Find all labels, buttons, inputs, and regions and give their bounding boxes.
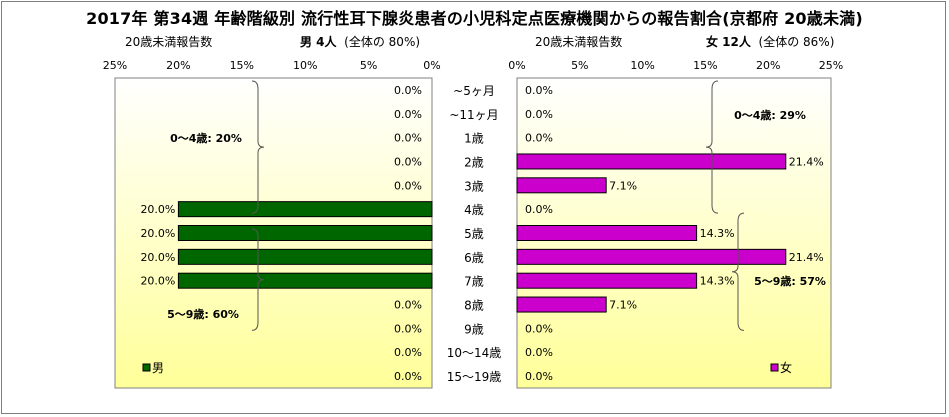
male-value-label: 0.0%	[394, 346, 422, 359]
male-value-label: 0.0%	[394, 155, 422, 168]
female-value-label: 0.0%	[525, 370, 553, 383]
female-value-label: 14.3%	[700, 275, 735, 288]
male-legend-label: 男	[152, 361, 164, 375]
male-value-label: 0.0%	[394, 322, 422, 335]
male-x-tick-label: 15%	[230, 59, 254, 72]
female-x-tick-label: 20%	[756, 59, 780, 72]
female-value-label: 0.0%	[525, 108, 553, 121]
female-value-label: 0.0%	[525, 84, 553, 97]
female-bracket-5-9	[731, 212, 745, 331]
female-value-label: 0.0%	[525, 132, 553, 145]
female-bar	[516, 177, 607, 194]
age-category-label: 2歳	[464, 155, 484, 169]
female-legend-label: 女	[780, 360, 792, 375]
female-header: 女 12人 (全体の 86%)	[706, 33, 834, 50]
male-value-label: 20.0%	[140, 227, 175, 240]
male-bar	[177, 248, 433, 265]
age-category-label: 4歳	[464, 203, 484, 217]
female-bar	[516, 296, 607, 313]
male-value-label: 0.0%	[394, 132, 422, 145]
female-x-tick-label: 0%	[508, 59, 525, 72]
male-x-tick-label: 0%	[423, 59, 440, 72]
female-axis-caption: 20歳未満報告数	[535, 35, 623, 49]
age-category-label: ~5ヶ月	[453, 84, 495, 98]
female-value-label: 0.0%	[525, 346, 553, 359]
female-bracket-label: 0～4歳: 29%	[734, 108, 806, 122]
female-value-label: 7.1%	[609, 179, 637, 192]
age-category-label: 5歳	[464, 227, 484, 241]
female-legend-swatch	[770, 363, 779, 372]
male-header: 男 4人 (全体の 80%)	[300, 33, 420, 50]
age-category-label: 3歳	[464, 179, 484, 193]
female-value-label: 21.4%	[789, 155, 824, 168]
female-bar	[516, 153, 787, 170]
male-bar	[177, 225, 433, 241]
age-category-label: 9歳	[464, 322, 484, 336]
male-value-label: 20.0%	[140, 251, 175, 264]
male-x-tick-label: 10%	[293, 59, 317, 72]
male-value-label: 0.0%	[394, 108, 422, 121]
male-bracket-0-4	[251, 80, 265, 214]
female-bracket-label: 5～9歳: 57%	[754, 274, 826, 288]
male-bar	[177, 201, 433, 218]
female-bracket-0-4	[705, 80, 719, 214]
male-share-label: (全体の 80%)	[344, 35, 421, 49]
male-bracket-label: 5～9歳: 60%	[167, 307, 239, 321]
female-count-label: 女 12人	[706, 35, 751, 49]
female-x-tick-label: 5%	[571, 59, 588, 72]
female-value-label: 0.0%	[525, 203, 553, 216]
female-x-tick-label: 15%	[693, 59, 717, 72]
age-category-label: 15～19歳	[447, 370, 502, 384]
male-x-tick-label: 5%	[360, 59, 377, 72]
male-bracket-5-9	[251, 228, 265, 331]
female-value-label: 7.1%	[609, 299, 637, 312]
female-bar	[516, 225, 698, 241]
male-count-label: 男 4人	[300, 35, 337, 49]
female-value-label: 14.3%	[700, 227, 735, 240]
male-value-label: 20.0%	[140, 203, 175, 216]
age-category-label: 10～14歳	[447, 346, 502, 360]
male-value-label: 0.0%	[394, 179, 422, 192]
female-value-label: 0.0%	[525, 322, 553, 335]
female-x-tick-label: 10%	[630, 59, 654, 72]
male-axis-caption: 20歳未満報告数	[125, 35, 213, 49]
male-bracket-label: 0～4歳: 20%	[170, 131, 242, 145]
chart-title: 2017年 第34週 年齢階級別 流行性耳下腺炎患者の小児科定点医療機関からの報…	[86, 9, 863, 28]
female-x-tick-label: 25%	[819, 59, 843, 72]
male-value-label: 0.0%	[394, 370, 422, 383]
male-value-label: 20.0%	[140, 275, 175, 288]
male-legend-swatch	[142, 363, 151, 372]
age-category-label: 8歳	[464, 299, 484, 313]
male-x-tick-label: 25%	[103, 59, 127, 72]
male-value-label: 0.0%	[394, 84, 422, 97]
female-value-label: 21.4%	[789, 251, 824, 264]
age-category-label: 1歳	[464, 132, 484, 146]
age-category-label: 7歳	[464, 275, 484, 289]
age-category-label: 6歳	[464, 251, 484, 265]
male-x-tick-label: 20%	[166, 59, 190, 72]
female-bar	[516, 272, 698, 289]
age-category-label: ~11ヶ月	[449, 108, 498, 122]
male-value-label: 0.0%	[394, 299, 422, 312]
female-share-label: (全体の 86%)	[758, 35, 835, 49]
male-bar	[177, 272, 433, 289]
female-bar	[516, 248, 787, 265]
